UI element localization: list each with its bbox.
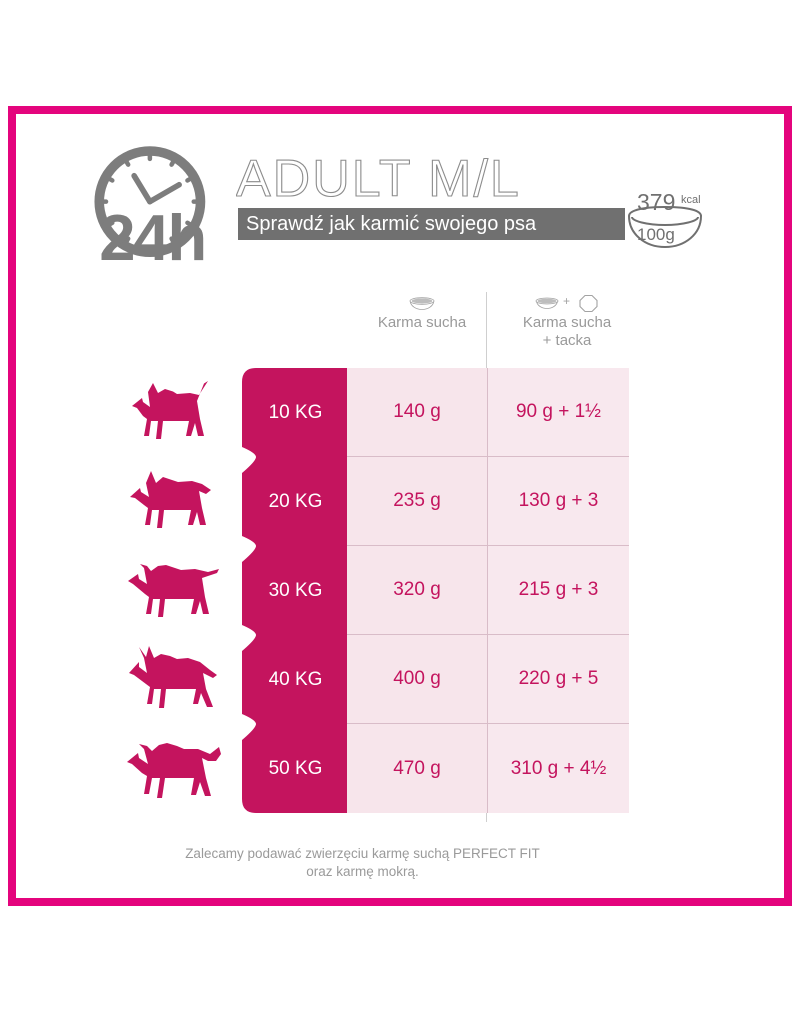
svg-text:ADULT M/L: ADULT M/L [236,150,521,208]
svg-text:kcal: kcal [681,194,701,206]
svg-text:379: 379 [637,189,675,215]
svg-text:+: + [563,294,570,308]
svg-text:24h: 24h [99,201,205,267]
svg-text:100g: 100g [637,225,675,244]
